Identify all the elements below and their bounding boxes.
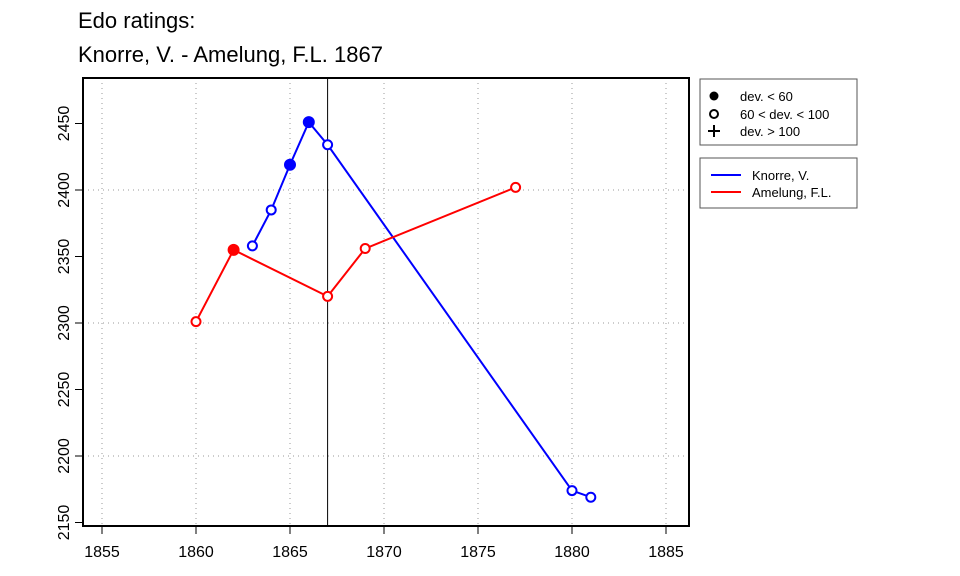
data-point <box>302 116 315 129</box>
y-tick-label: 2450 <box>56 106 73 142</box>
filled-circle-icon <box>709 91 719 101</box>
data-point <box>510 181 522 193</box>
y-tick-label: 2250 <box>56 372 73 408</box>
x-tick-label: 1865 <box>272 544 308 561</box>
marker-legend-label: 60 < dev. < 100 <box>740 107 829 122</box>
chart-title-line1: Edo ratings: <box>78 8 195 33</box>
legend-label-amelung: Amelung, F.L. <box>752 185 832 200</box>
data-point <box>585 491 597 503</box>
x-tick-label: 1880 <box>554 544 590 561</box>
data-point <box>284 158 296 171</box>
y-tick-label: 2200 <box>56 438 73 474</box>
y-tick-label: 2400 <box>56 172 73 208</box>
data-point <box>227 243 240 256</box>
x-tick-label: 1860 <box>178 544 214 561</box>
y-tick-label: 2150 <box>56 505 73 541</box>
x-tick-label: 1885 <box>648 544 684 561</box>
marker-legend: dev. < 60 60 < dev. < 100 dev. > 100 <box>699 78 858 146</box>
marker-legend-label: dev. < 60 <box>740 89 793 104</box>
open-circle-icon <box>709 109 719 119</box>
marker-legend-label: dev. > 100 <box>740 124 800 139</box>
data-point <box>246 240 258 252</box>
x-tick-label: 1870 <box>366 544 402 561</box>
data-point <box>265 204 277 216</box>
legend-label-knorre: Knorre, V. <box>752 168 809 183</box>
y-tick-label: 2300 <box>56 305 73 341</box>
x-tick-label: 1855 <box>84 544 120 561</box>
series-line-0 <box>251 120 592 499</box>
chart-title-line2: Knorre, V. - Amelung, F.L. 1867 <box>78 42 383 67</box>
plot-frame <box>82 77 690 527</box>
data-point <box>566 485 578 497</box>
data-point <box>322 139 334 151</box>
data-point <box>359 243 371 255</box>
series-line-1 <box>195 186 516 323</box>
data-point <box>190 316 202 328</box>
plus-icon <box>708 125 720 137</box>
data-point <box>322 290 334 302</box>
x-tick-label: 1875 <box>460 544 496 561</box>
series-legend: Knorre, V. Amelung, F.L. <box>699 157 858 209</box>
y-tick-label: 2350 <box>56 239 73 275</box>
